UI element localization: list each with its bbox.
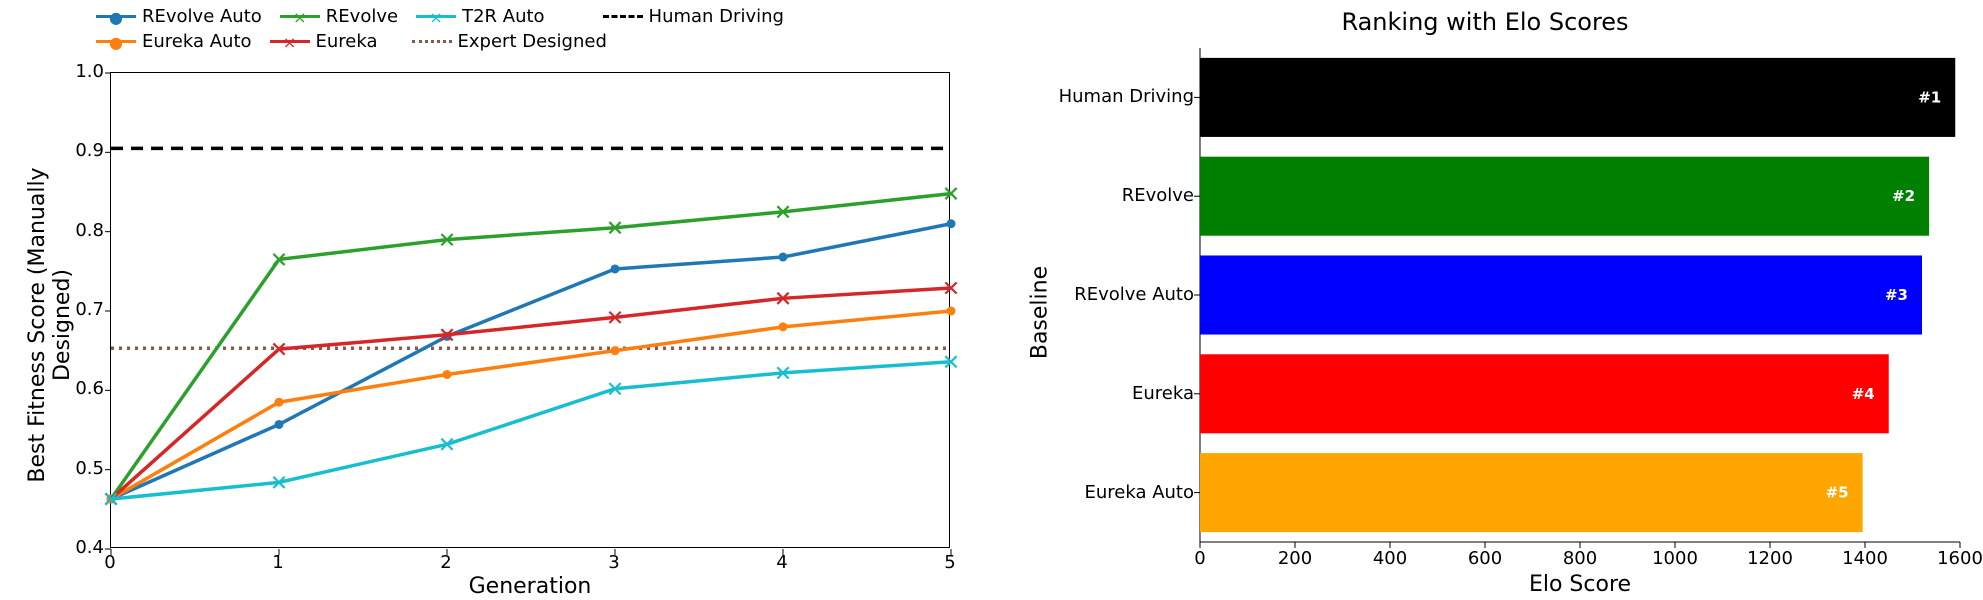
ytick-label: 0.9 <box>60 140 104 161</box>
marker-circle <box>779 322 788 331</box>
legend-label: REvolve Auto <box>142 6 262 27</box>
ytick-label: 0.7 <box>60 299 104 320</box>
xtick-label: 3 <box>599 552 629 573</box>
line-legend: ●REvolve Auto ×REvolve ×T2R Auto Human D… <box>96 6 784 52</box>
legend-item: Human Driving <box>603 6 784 27</box>
bar-title: Ranking with Elo Scores <box>990 8 1980 36</box>
marker-circle <box>275 420 284 429</box>
bar <box>1200 255 1922 334</box>
legend-item: ●Eureka Auto <box>96 31 252 52</box>
ytick-label: 0.8 <box>60 220 104 241</box>
legend-item: ×T2R Auto <box>416 6 544 27</box>
legend-label: Expert Designed <box>458 31 607 52</box>
legend-item: Expert Designed <box>412 31 607 52</box>
legend-item: ×Eureka <box>270 31 378 52</box>
ytick-label: 0.4 <box>60 537 104 558</box>
xtick-label: 0 <box>1175 548 1225 569</box>
marker-circle <box>947 307 956 316</box>
legend-item: ●REvolve Auto <box>96 6 262 27</box>
line-xlabel: Generation <box>110 574 950 599</box>
bar-plot-area: #1 #2 #3 #4 #5 <box>1200 48 1960 542</box>
xtick-label: 1000 <box>1650 548 1700 569</box>
legend-label: T2R Auto <box>462 6 544 27</box>
xtick-label: 200 <box>1270 548 1320 569</box>
rank-label: #4 <box>1852 385 1875 403</box>
marker-circle <box>947 219 956 228</box>
marker-circle <box>275 398 284 407</box>
rank-label: #1 <box>1918 88 1941 106</box>
xtick-label: 1200 <box>1745 548 1795 569</box>
bar-xlabel: Elo Score <box>1200 572 1960 597</box>
xtick-label: 5 <box>935 552 965 573</box>
legend-label: Human Driving <box>649 6 784 27</box>
ytick-label: 0.6 <box>60 378 104 399</box>
bar <box>1200 453 1863 532</box>
xtick-label: 1 <box>263 552 293 573</box>
line-series <box>111 194 951 499</box>
marker-circle <box>443 370 452 379</box>
bar <box>1200 354 1889 433</box>
rank-label: #5 <box>1826 484 1849 502</box>
ytick-label: Eureka <box>1040 383 1194 404</box>
line-series <box>111 311 951 499</box>
rank-label: #2 <box>1892 187 1915 205</box>
ytick-label: Eureka Auto <box>1040 482 1194 503</box>
marker-circle <box>779 253 788 262</box>
marker-circle <box>611 346 620 355</box>
legend-label: REvolve <box>326 6 398 27</box>
xtick-label: 4 <box>767 552 797 573</box>
bar <box>1200 157 1929 236</box>
marker-circle <box>611 264 620 273</box>
ytick-label: 0.5 <box>60 458 104 479</box>
ytick-label: Human Driving <box>1040 86 1194 107</box>
xtick-label: 400 <box>1365 548 1415 569</box>
line-series <box>111 362 951 499</box>
xtick-label: 2 <box>431 552 461 573</box>
xtick-label: 1600 <box>1935 548 1983 569</box>
legend-label: Eureka <box>316 31 378 52</box>
xtick-label: 600 <box>1460 548 1510 569</box>
legend-item: ×REvolve <box>280 6 398 27</box>
ytick-label: REvolve <box>1040 185 1194 206</box>
legend-label: Eureka Auto <box>142 31 252 52</box>
ytick-label: REvolve Auto <box>1040 284 1194 305</box>
ytick-label: 1.0 <box>60 61 104 82</box>
xtick-label: 800 <box>1555 548 1605 569</box>
bar <box>1200 58 1955 137</box>
rank-label: #3 <box>1885 286 1908 304</box>
line-plot-area <box>110 72 950 548</box>
xtick-label: 1400 <box>1840 548 1890 569</box>
